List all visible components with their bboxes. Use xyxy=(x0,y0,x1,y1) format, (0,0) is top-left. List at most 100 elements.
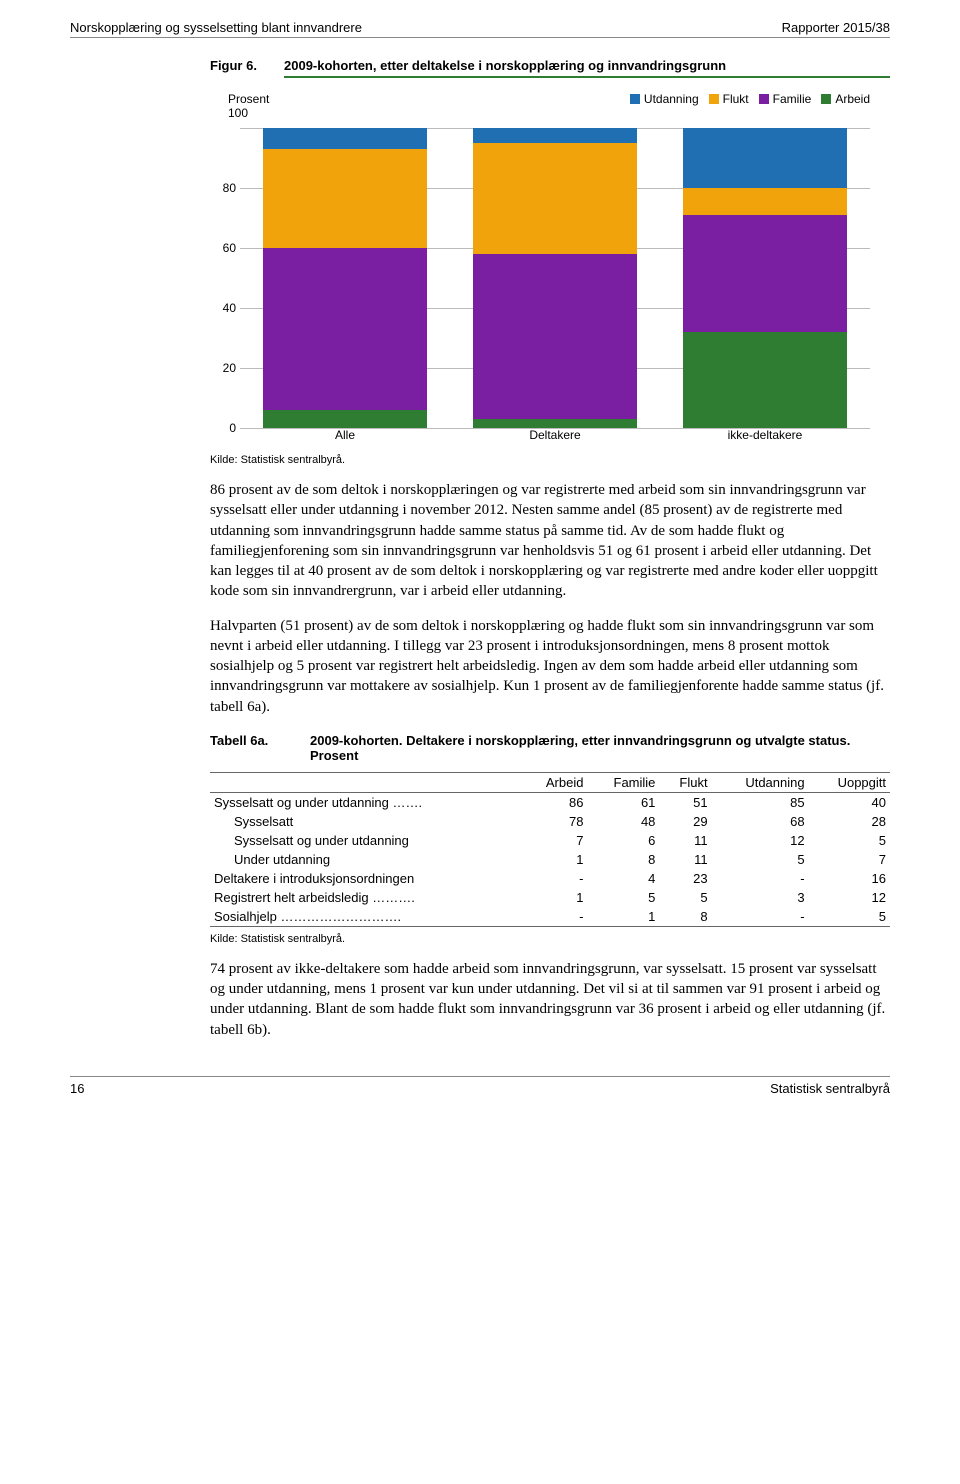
table-cell: 86 xyxy=(522,792,588,812)
bar-segment-arbeid xyxy=(473,419,637,428)
bar-segment-flukt xyxy=(473,143,637,254)
legend-swatch xyxy=(821,94,831,104)
y-tick-label: 60 xyxy=(210,241,236,255)
x-tick-label: Alle xyxy=(240,428,450,448)
bar-segment-familie xyxy=(473,254,637,419)
running-header: Norskopplæring og sysselsetting blant in… xyxy=(70,20,890,38)
table-cell: 61 xyxy=(587,792,659,812)
table-cell: 12 xyxy=(809,888,890,907)
table-cell: 5 xyxy=(809,907,890,927)
table-cell: - xyxy=(712,869,809,888)
legend-label: Utdanning xyxy=(644,92,699,106)
bar-segment-arbeid xyxy=(683,332,847,428)
table-cell: 5 xyxy=(809,831,890,850)
table-number: Tabell 6a. xyxy=(210,733,310,766)
chart-legend: Utdanning Flukt Familie Arbeid xyxy=(630,92,870,106)
y-max-label: 100 xyxy=(228,106,248,120)
table-cell: 23 xyxy=(659,869,711,888)
figure-chart: Prosent 100 UtdanningFluktFamilieArbeid … xyxy=(210,92,870,466)
table-row: Under utdanning181157 xyxy=(210,850,890,869)
paragraph-2: Halvparten (51 prosent) av de som deltok… xyxy=(210,616,890,717)
legend-swatch xyxy=(709,94,719,104)
figure-source: Kilde: Statistisk sentralbyrå. xyxy=(210,454,870,466)
bar-segment-flukt xyxy=(683,188,847,215)
y-axis-label: Prosent xyxy=(228,92,269,106)
table-cell: 11 xyxy=(659,850,711,869)
table-row: Sysselsatt og under utdanning7611125 xyxy=(210,831,890,850)
y-tick-label: 80 xyxy=(210,181,236,195)
table-column-header xyxy=(210,772,522,792)
table-row: Sysselsatt7848296828 xyxy=(210,812,890,831)
bar-segment-utdanning xyxy=(473,128,637,143)
table-cell: 4 xyxy=(587,869,659,888)
legend-item: Utdanning xyxy=(630,92,699,106)
table-cell: 7 xyxy=(522,831,588,850)
row-label: Sysselsatt xyxy=(210,812,522,831)
table-cell: - xyxy=(712,907,809,927)
table-cell: 11 xyxy=(659,831,711,850)
table-cell: 1 xyxy=(587,907,659,927)
table-cell: 1 xyxy=(522,888,588,907)
page-number: 16 xyxy=(70,1081,84,1096)
table-cell: 16 xyxy=(809,869,890,888)
legend-label: Flukt xyxy=(723,92,749,106)
legend-label: Familie xyxy=(773,92,812,106)
table-title: 2009-kohorten. Deltakere i norskopplærin… xyxy=(310,733,890,766)
stacked-bar xyxy=(683,128,847,428)
stacked-bar xyxy=(263,128,427,428)
table-cell: 5 xyxy=(712,850,809,869)
header-right: Rapporter 2015/38 xyxy=(782,20,890,35)
figure-title: 2009-kohorten, etter deltakelse i norsko… xyxy=(284,58,890,78)
table-row: Sysselsatt og under utdanning …….8661518… xyxy=(210,792,890,812)
page-footer: 16 Statistisk sentralbyrå xyxy=(70,1076,890,1096)
legend-swatch xyxy=(759,94,769,104)
table-cell: 6 xyxy=(587,831,659,850)
table-cell: 48 xyxy=(587,812,659,831)
bar-segment-familie xyxy=(683,215,847,332)
table-cell: 3 xyxy=(712,888,809,907)
row-label: Sysselsatt og under utdanning xyxy=(210,831,522,850)
row-label: Registrert helt arbeidsledig ………. xyxy=(210,888,522,907)
table-cell: 68 xyxy=(712,812,809,831)
table-row: Sosialhjelp ……………………….-18-5 xyxy=(210,907,890,927)
table-cell: 29 xyxy=(659,812,711,831)
row-label: Sysselsatt og under utdanning ……. xyxy=(210,792,522,812)
table-cell: 5 xyxy=(659,888,711,907)
table-column-header: Flukt xyxy=(659,772,711,792)
row-label: Sosialhjelp ………………………. xyxy=(210,907,522,927)
table-column-header: Utdanning xyxy=(712,772,809,792)
bar-segment-arbeid xyxy=(263,410,427,428)
table-cell: - xyxy=(522,869,588,888)
row-label: Under utdanning xyxy=(210,850,522,869)
table-source: Kilde: Statistisk sentralbyrå. xyxy=(210,933,890,945)
table-cell: - xyxy=(522,907,588,927)
paragraph-1: 86 prosent av de som deltok i norskopplæ… xyxy=(210,480,890,602)
row-label: Deltakere i introduksjonsordningen xyxy=(210,869,522,888)
table-cell: 51 xyxy=(659,792,711,812)
table-row: Deltakere i introduksjonsordningen-423-1… xyxy=(210,869,890,888)
table-cell: 40 xyxy=(809,792,890,812)
table-column-header: Arbeid xyxy=(522,772,588,792)
data-table: ArbeidFamilieFluktUtdanningUoppgitt Syss… xyxy=(210,772,890,927)
table-cell: 78 xyxy=(522,812,588,831)
table-cell: 12 xyxy=(712,831,809,850)
y-tick-label: 20 xyxy=(210,361,236,375)
y-tick-label: 40 xyxy=(210,301,236,315)
paragraph-3: 74 prosent av ikke-deltakere som hadde a… xyxy=(210,959,890,1040)
table-cell: 1 xyxy=(522,850,588,869)
x-tick-label: Deltakere xyxy=(450,428,660,448)
bar-segment-utdanning xyxy=(683,128,847,188)
legend-item: Familie xyxy=(759,92,812,106)
table-row: Registrert helt arbeidsledig ……….155312 xyxy=(210,888,890,907)
table-column-header: Uoppgitt xyxy=(809,772,890,792)
footer-publisher: Statistisk sentralbyrå xyxy=(770,1081,890,1096)
table-cell: 28 xyxy=(809,812,890,831)
bar-segment-flukt xyxy=(263,149,427,248)
table-cell: 8 xyxy=(659,907,711,927)
legend-item: Arbeid xyxy=(821,92,870,106)
figure-number: Figur 6. xyxy=(210,58,284,78)
table-cell: 7 xyxy=(809,850,890,869)
header-left: Norskopplæring og sysselsetting blant in… xyxy=(70,20,362,35)
x-tick-label: ikke-deltakere xyxy=(660,428,870,448)
table-cell: 8 xyxy=(587,850,659,869)
